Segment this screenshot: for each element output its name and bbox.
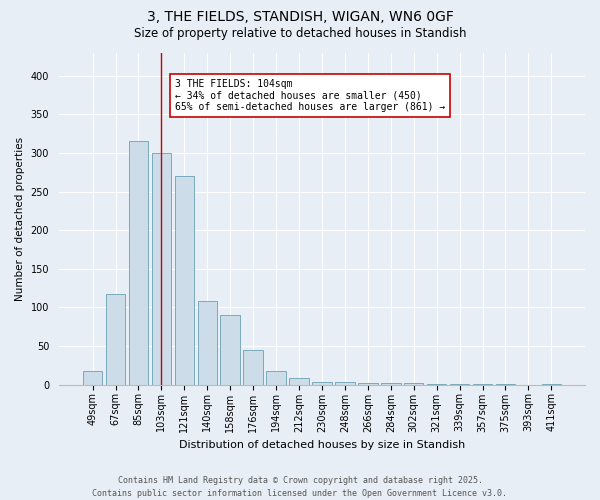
Text: 3 THE FIELDS: 104sqm
← 34% of detached houses are smaller (450)
65% of semi-deta: 3 THE FIELDS: 104sqm ← 34% of detached h… xyxy=(175,79,445,112)
Bar xyxy=(358,383,377,384)
Bar xyxy=(404,383,424,384)
Bar xyxy=(152,153,171,384)
Bar xyxy=(220,315,240,384)
Bar xyxy=(197,301,217,384)
Bar xyxy=(335,382,355,384)
Bar xyxy=(175,176,194,384)
X-axis label: Distribution of detached houses by size in Standish: Distribution of detached houses by size … xyxy=(179,440,465,450)
Bar xyxy=(106,294,125,384)
Bar xyxy=(266,370,286,384)
Bar xyxy=(83,370,103,384)
Text: Size of property relative to detached houses in Standish: Size of property relative to detached ho… xyxy=(134,28,466,40)
Bar xyxy=(128,142,148,384)
Bar xyxy=(312,382,332,384)
Text: 3, THE FIELDS, STANDISH, WIGAN, WN6 0GF: 3, THE FIELDS, STANDISH, WIGAN, WN6 0GF xyxy=(146,10,454,24)
Text: Contains HM Land Registry data © Crown copyright and database right 2025.
Contai: Contains HM Land Registry data © Crown c… xyxy=(92,476,508,498)
Bar xyxy=(244,350,263,384)
Bar xyxy=(381,383,401,384)
Y-axis label: Number of detached properties: Number of detached properties xyxy=(15,136,25,300)
Bar xyxy=(289,378,309,384)
